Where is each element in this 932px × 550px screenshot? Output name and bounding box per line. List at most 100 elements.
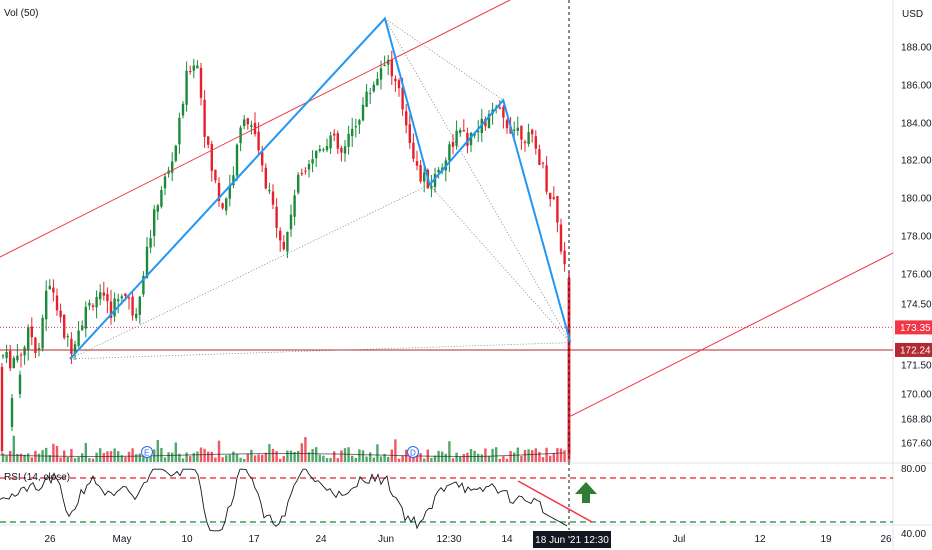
volume-bar	[221, 457, 224, 462]
candle-body	[12, 357, 15, 368]
volume-bar	[322, 455, 325, 462]
harmonic-pattern-ratio-line	[69, 342, 571, 360]
volume-bar	[196, 451, 199, 462]
candle-body	[48, 285, 51, 290]
volume-bar	[232, 451, 235, 462]
volume-bar	[261, 454, 264, 462]
volume-bar	[397, 458, 401, 462]
candle-body	[19, 354, 23, 356]
volume-bar	[246, 453, 249, 462]
candle-body	[304, 170, 307, 172]
price-tick-label: 178.00	[901, 232, 932, 243]
candle-body	[325, 146, 329, 151]
price-axis[interactable]: 188.00 186.00 184.00 182.00 180.00 178.00 176.…	[895, 43, 932, 450]
event-marker-label: E	[144, 449, 149, 458]
candle-body	[448, 144, 451, 161]
candle-body	[84, 306, 87, 329]
volume-bar	[34, 450, 37, 462]
volume-bar	[423, 458, 426, 462]
candle-body	[545, 165, 548, 192]
volume-bar	[102, 453, 105, 462]
candle-body	[376, 78, 379, 86]
volume-bar	[315, 447, 318, 462]
volume-bar	[81, 453, 84, 462]
volume-bar	[333, 451, 336, 462]
candle-body	[199, 67, 203, 98]
candle-body	[214, 169, 217, 181]
price-badge	[895, 342, 932, 357]
candle-body	[289, 214, 293, 230]
volume-bar	[189, 456, 192, 462]
volume-bar	[340, 450, 343, 462]
candle-body	[559, 224, 563, 252]
volume-bar	[513, 452, 516, 462]
volume-bar	[19, 453, 23, 462]
candle-body	[63, 314, 66, 338]
candle-body	[106, 293, 109, 302]
candle-body	[361, 104, 365, 121]
volume-bar	[448, 441, 451, 462]
volume-bar	[401, 455, 404, 462]
candle-body	[73, 344, 77, 354]
volume-bar	[307, 452, 311, 462]
volume-bar	[293, 452, 296, 462]
candle-body	[41, 317, 44, 349]
volume-bar	[135, 454, 138, 462]
volume-bar	[376, 444, 379, 462]
volume-bar	[304, 437, 307, 462]
candle-body	[286, 231, 289, 252]
volume-bar	[455, 452, 458, 462]
candle-body	[131, 296, 134, 316]
currency-label: USD	[902, 9, 923, 20]
candle-body	[163, 176, 167, 189]
volume-bar	[484, 448, 487, 462]
candle-body	[358, 120, 361, 125]
harmonic-pattern-ratio-line	[429, 184, 571, 343]
candle-body	[250, 125, 253, 127]
price-tick-label: 182.00	[901, 156, 932, 167]
volume-bar	[149, 456, 152, 462]
volume-bar	[225, 455, 228, 462]
volume-bar	[289, 450, 293, 462]
price-tick-label: 186.00	[901, 81, 932, 92]
volume-bar	[275, 451, 278, 462]
time-axis[interactable]: 26 May 10 17 24 Jun 12:30 14 Jul 12 19 26 18 Jun '21…	[44, 531, 892, 548]
volume-bar	[462, 453, 465, 462]
volume-bar	[480, 454, 483, 462]
volume-bar	[1, 453, 5, 462]
volume-bar	[167, 452, 170, 462]
volume-bar	[27, 453, 30, 462]
volume-bar	[120, 455, 123, 462]
volume-bar	[300, 443, 303, 462]
volume-bar	[286, 450, 289, 462]
candle-body	[387, 59, 390, 65]
volume-bar	[12, 435, 15, 462]
volume-bar	[127, 451, 131, 462]
volume-bar	[239, 457, 242, 462]
price-badge-label: 172.24	[900, 345, 931, 356]
price-tick-label: 184.00	[901, 119, 932, 130]
candle-body	[174, 145, 177, 161]
volume-bar	[343, 448, 347, 462]
drawing-tools[interactable]	[0, 0, 894, 530]
candle-body	[99, 292, 102, 300]
volume-bar	[30, 457, 33, 462]
candle-body	[433, 173, 437, 188]
rsi-tick-label: 80.00	[901, 464, 926, 475]
candle-body	[18, 374, 22, 394]
candle-body	[369, 92, 372, 94]
volume-bar	[214, 457, 217, 462]
volume-bar	[563, 450, 566, 462]
candle-body	[455, 130, 458, 146]
volume-bar	[210, 451, 213, 462]
rsi-label: RSI (14, close)	[4, 472, 70, 483]
candle-body	[124, 293, 127, 297]
volume-bar	[509, 450, 512, 462]
price-tick-label: 174.50	[901, 300, 932, 311]
volume-bar	[23, 454, 26, 462]
candle-body	[394, 78, 397, 82]
candle-body	[340, 147, 343, 153]
trendline-upper	[0, 0, 511, 258]
